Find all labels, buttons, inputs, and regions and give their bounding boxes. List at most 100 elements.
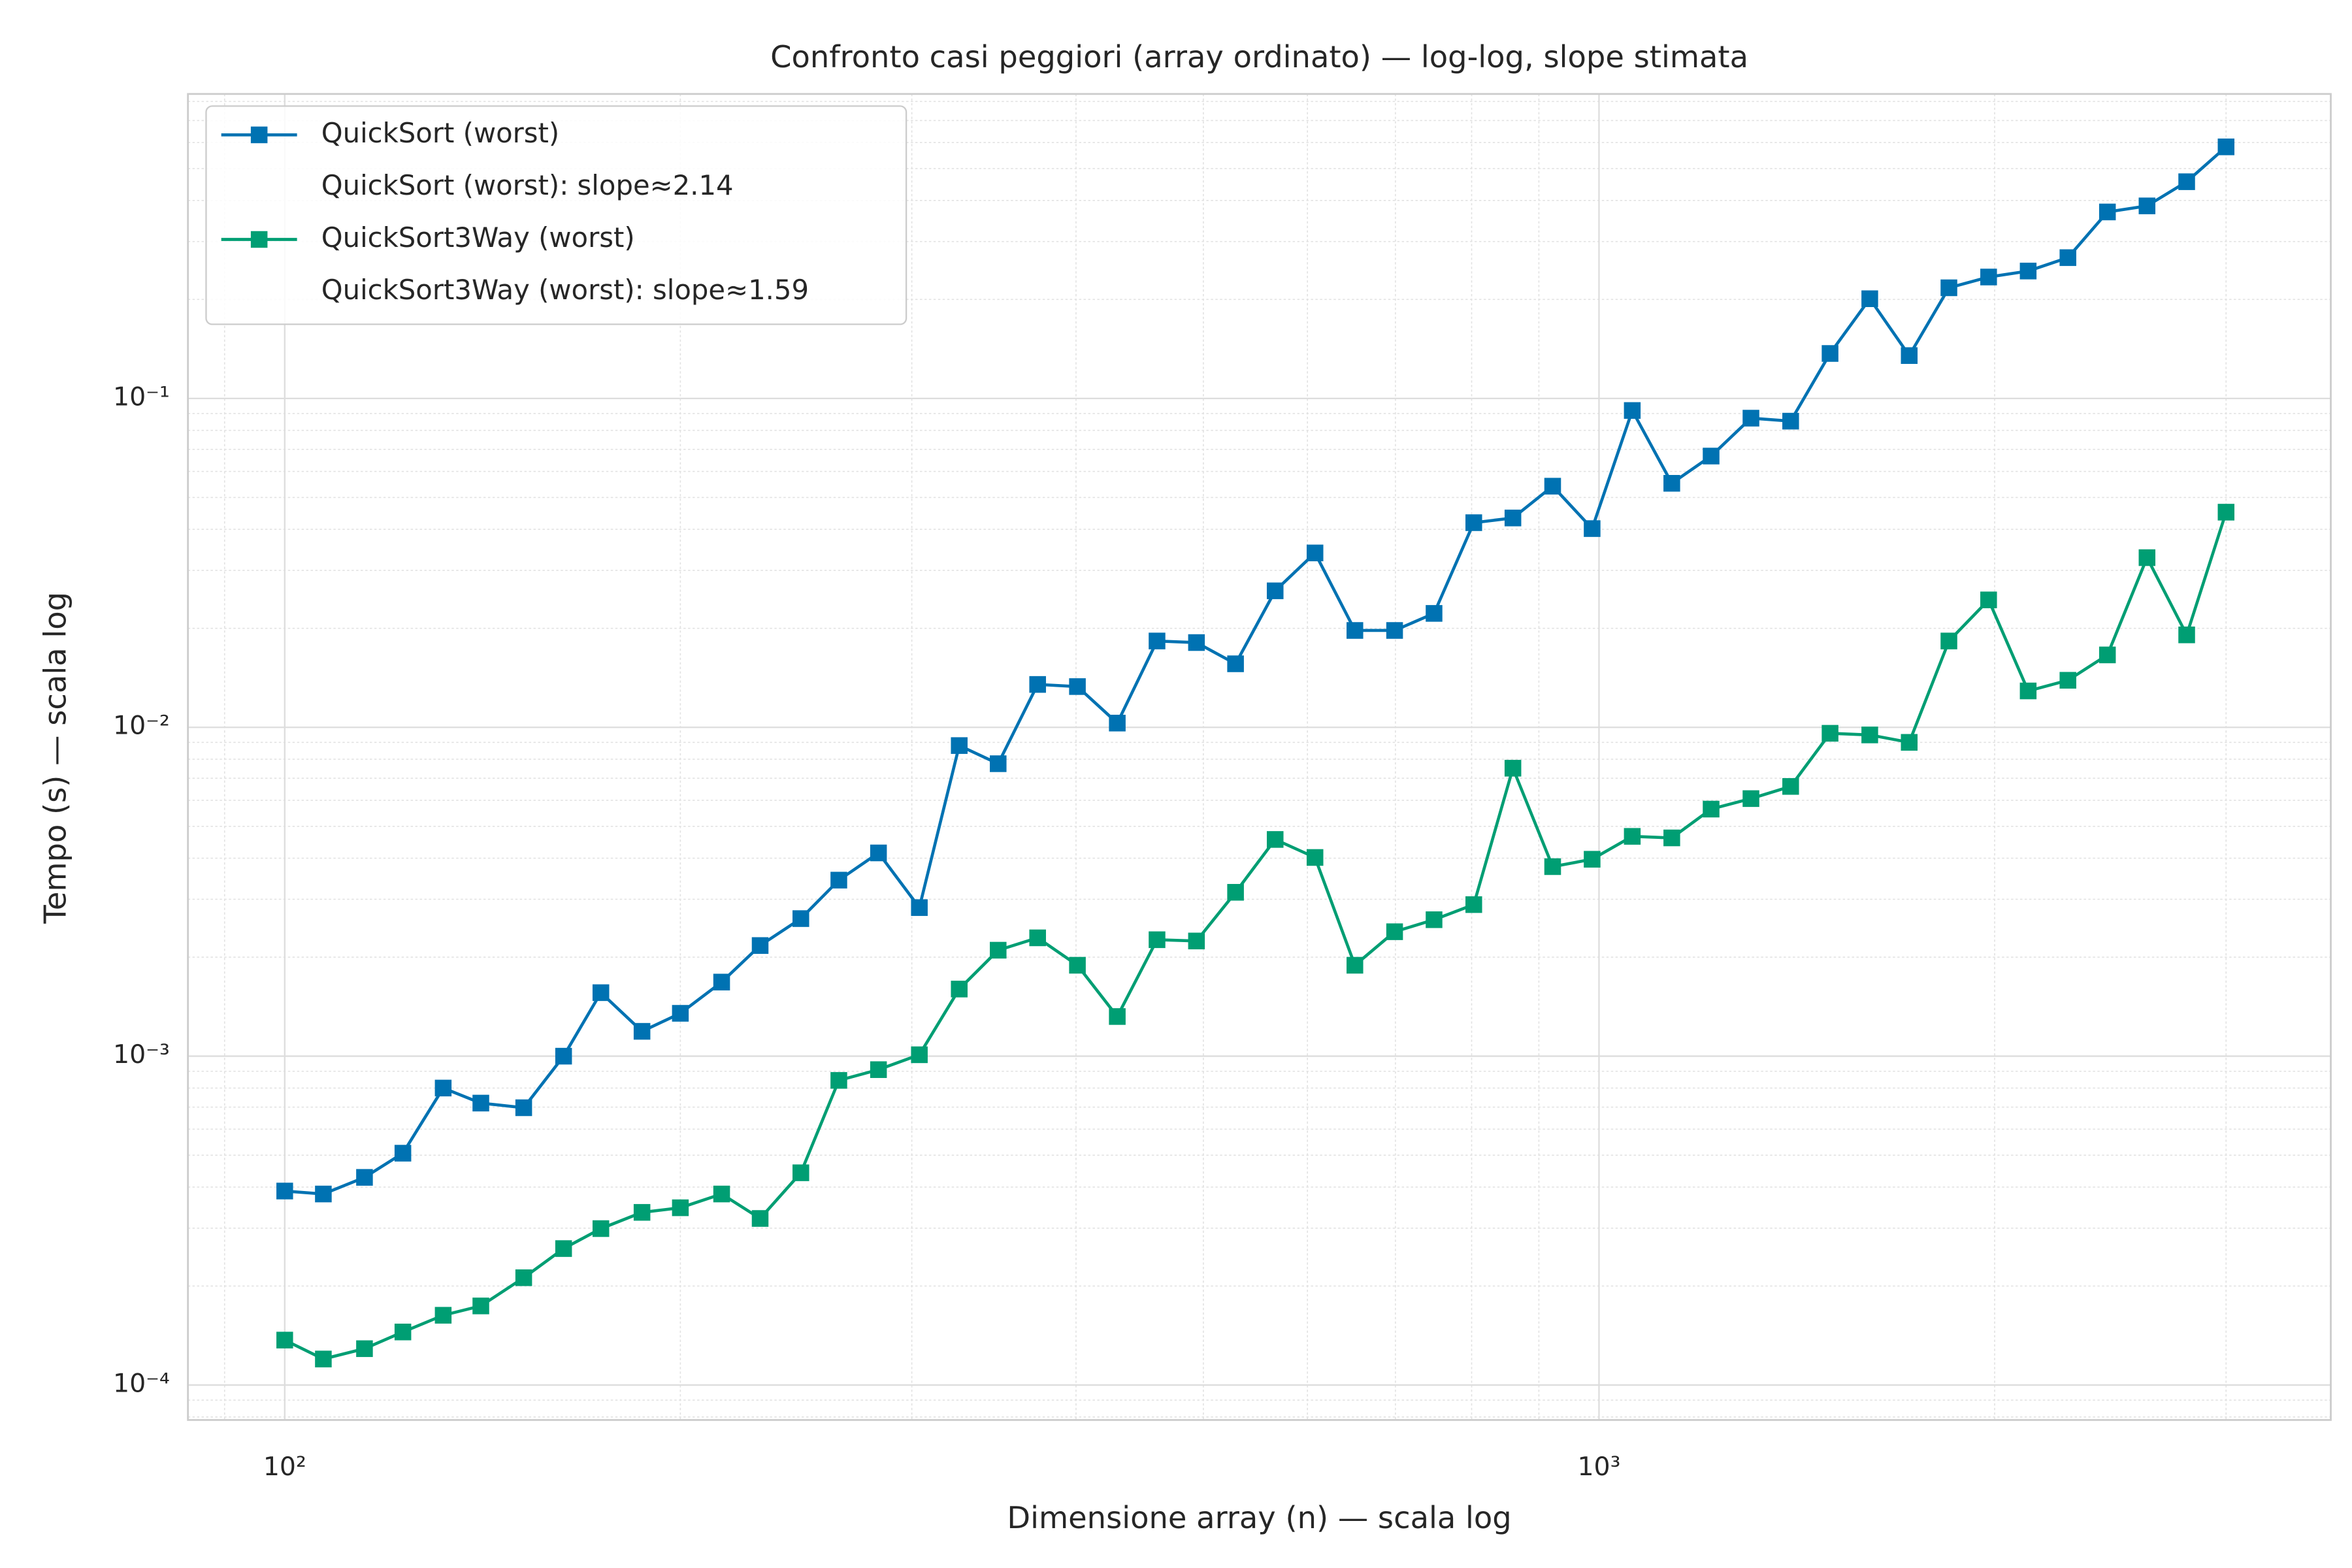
data-point xyxy=(555,1240,572,1257)
data-point xyxy=(1901,347,1918,365)
data-point xyxy=(1504,510,1522,527)
data-point xyxy=(1227,655,1244,672)
data-point xyxy=(276,1183,293,1200)
data-point xyxy=(1782,412,1799,430)
data-point xyxy=(1663,829,1680,847)
legend-note: QuickSort3Way (worst): slope≈1.59 xyxy=(321,274,809,306)
data-point xyxy=(713,1185,730,1203)
data-point xyxy=(990,941,1007,959)
data-point xyxy=(633,1022,651,1040)
data-point xyxy=(2099,203,2116,221)
data-point xyxy=(911,1046,928,1064)
data-point xyxy=(1149,632,1166,649)
data-point xyxy=(276,1331,293,1348)
data-point xyxy=(2138,549,2156,566)
data-point xyxy=(356,1169,373,1186)
y-axis-label: Tempo (s) — scala log xyxy=(38,592,73,924)
legend-marker xyxy=(250,231,268,248)
data-point xyxy=(1861,290,1878,307)
data-point xyxy=(1901,734,1918,751)
data-point xyxy=(1980,269,1997,286)
data-point xyxy=(315,1350,332,1367)
data-point xyxy=(1861,727,1878,743)
data-point xyxy=(555,1047,572,1065)
data-point xyxy=(2019,682,2037,700)
data-point xyxy=(830,872,847,889)
data-point xyxy=(792,1164,809,1181)
legend-note: QuickSort (worst): slope≈2.14 xyxy=(321,169,734,201)
data-point xyxy=(1029,676,1046,693)
y-tick-label: 10⁻¹ xyxy=(113,382,170,412)
data-point xyxy=(515,1099,532,1117)
data-point xyxy=(1465,896,1482,913)
data-point xyxy=(1584,520,1601,537)
data-point xyxy=(1109,1008,1126,1025)
data-point xyxy=(1624,828,1641,845)
data-point xyxy=(751,1210,769,1227)
data-point xyxy=(1109,715,1126,732)
legend-label: QuickSort3Way (worst) xyxy=(321,221,635,253)
data-point xyxy=(2178,173,2195,190)
data-point xyxy=(394,1323,412,1341)
data-point xyxy=(1624,402,1641,419)
data-point xyxy=(951,981,968,998)
data-point xyxy=(1306,544,1324,562)
data-point xyxy=(751,937,769,954)
data-point xyxy=(1703,448,1720,465)
data-point xyxy=(1266,831,1284,848)
data-point xyxy=(1227,884,1244,901)
y-tick-label: 10⁻⁴ xyxy=(113,1368,170,1398)
x-tick-label: 10² xyxy=(263,1452,306,1482)
data-point xyxy=(1069,956,1086,974)
legend-box xyxy=(205,105,907,325)
data-point xyxy=(951,737,968,754)
data-point xyxy=(592,1220,610,1237)
data-point xyxy=(1663,474,1680,492)
marks xyxy=(276,139,2235,1367)
y-tick-label: 10⁻³ xyxy=(113,1039,170,1070)
data-point xyxy=(1544,478,1561,495)
data-point xyxy=(1188,932,1205,950)
data-point xyxy=(1544,858,1561,875)
data-point xyxy=(1940,279,1957,297)
data-point xyxy=(1029,929,1046,947)
data-point xyxy=(356,1340,373,1358)
data-point xyxy=(1149,931,1166,949)
data-point xyxy=(830,1071,847,1089)
data-point xyxy=(315,1185,332,1203)
legend-marker xyxy=(250,126,268,144)
data-point xyxy=(672,1199,689,1217)
data-point xyxy=(2019,263,2037,280)
legend: QuickSort (worst) QuickSort (worst): slop… xyxy=(205,105,907,325)
data-point xyxy=(1386,622,1403,639)
data-point xyxy=(870,1061,887,1078)
data-point xyxy=(1069,678,1086,695)
data-point xyxy=(1426,605,1443,622)
data-point xyxy=(1703,800,1720,818)
x-tick-label: 10³ xyxy=(1577,1452,1620,1482)
data-point xyxy=(1306,849,1324,866)
data-point xyxy=(1504,760,1522,777)
data-point xyxy=(2217,504,2235,521)
data-point xyxy=(911,899,928,916)
data-point xyxy=(1266,582,1284,600)
data-point xyxy=(1386,923,1403,940)
data-point xyxy=(1584,851,1601,868)
data-point xyxy=(2059,672,2076,689)
data-point xyxy=(515,1269,532,1286)
data-point xyxy=(2217,139,2235,155)
data-point xyxy=(472,1094,489,1112)
data-point xyxy=(2099,646,2116,664)
data-point xyxy=(1465,514,1482,531)
data-point xyxy=(434,1307,452,1324)
data-point xyxy=(672,1005,689,1022)
data-point xyxy=(592,984,610,1002)
data-point xyxy=(1426,911,1443,928)
data-point xyxy=(1821,725,1838,742)
data-point xyxy=(1980,591,1997,608)
data-point xyxy=(1347,956,1364,974)
data-point xyxy=(394,1145,412,1162)
grid xyxy=(188,93,2331,1420)
